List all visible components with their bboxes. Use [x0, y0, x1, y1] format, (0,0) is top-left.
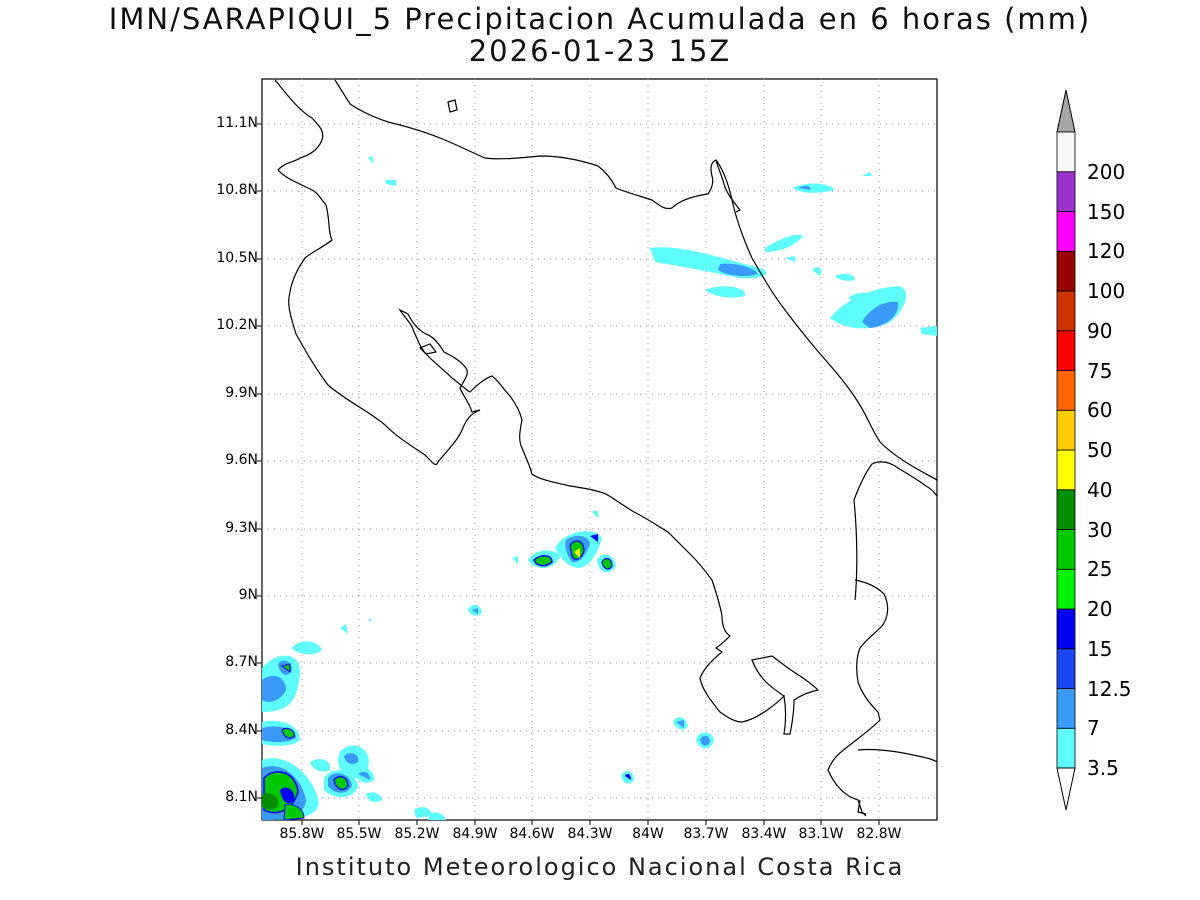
colorbar-level-label: 40 — [1087, 477, 1113, 502]
lon-tick-label: 84.6W — [509, 826, 555, 842]
colorbar-swatch — [1056, 131, 1076, 173]
colorbar-level-label: 30 — [1087, 517, 1113, 542]
lon-tick-label: 84.9W — [452, 826, 498, 842]
map-title: IMN/SARAPIQUI_5 Precipitacion Acumulada … — [108, 2, 1092, 36]
colorbar-under-arrow — [1056, 767, 1076, 811]
colorbar-swatch — [1056, 727, 1076, 769]
lon-tick-label: 84.3W — [567, 826, 613, 842]
lat-tick-label: 10.8N — [216, 182, 258, 198]
colorbar-level-label: 15 — [1087, 636, 1113, 661]
colorbar-level-label: 75 — [1087, 358, 1113, 383]
axis-ticks — [257, 123, 880, 825]
lon-tick-label: 83.1W — [798, 826, 844, 842]
map-subtitle-date: 2026-01-23 15Z — [468, 34, 732, 68]
colorbar-level-label: 20 — [1087, 597, 1113, 621]
colorbar-level-label: 12.5 — [1087, 676, 1132, 701]
colorbar-swatch — [1056, 648, 1076, 689]
lat-tick-label: 10.5N — [216, 250, 258, 266]
lat-tick-label: 9.3N — [225, 520, 258, 536]
colorbar-swatch — [1056, 568, 1076, 610]
colorbar-level-label: 3.5 — [1087, 756, 1119, 780]
lat-tick-label: 9N — [238, 587, 258, 603]
colorbar-swatch — [1056, 330, 1076, 371]
coastlines — [274, 79, 938, 817]
colorbar-swatch — [1056, 290, 1076, 332]
lat-tick-label: 8.7N — [225, 654, 258, 670]
lon-tick-label: 83.4W — [741, 826, 787, 842]
colorbar-level-label: 7 — [1087, 716, 1100, 741]
colorbar-level-label: 150 — [1087, 199, 1126, 224]
colorbar-swatch — [1056, 608, 1076, 650]
colorbar-over-arrow — [1056, 89, 1076, 133]
lat-tick-label: 10.2N — [216, 317, 258, 333]
colorbar-level-label: 60 — [1087, 398, 1113, 423]
colorbar — [1056, 89, 1076, 811]
lon-tick-label: 83.7W — [683, 826, 729, 842]
colorbar-level-label: 100 — [1087, 279, 1126, 303]
colorbar-swatch — [1056, 250, 1076, 292]
lon-tick-label: 85.2W — [394, 826, 440, 842]
lon-tick-label: 85.5W — [336, 826, 382, 842]
lat-tick-label: 9.6N — [225, 452, 258, 468]
colorbar-swatch — [1056, 211, 1076, 252]
colorbar-level-label: 200 — [1087, 159, 1126, 184]
colorbar-level-label: 120 — [1087, 239, 1126, 264]
colorbar-swatch — [1056, 489, 1076, 530]
colorbar-level-label: 50 — [1087, 438, 1113, 462]
lat-tick-label: 11.1N — [216, 115, 258, 131]
colorbar-swatch — [1056, 449, 1076, 491]
colorbar-swatch — [1056, 688, 1076, 729]
lon-tick-label: 84W — [632, 826, 664, 842]
precipitation-field — [262, 156, 937, 821]
map-frame — [261, 78, 938, 821]
colorbar-level-label: 25 — [1087, 557, 1113, 582]
colorbar-swatch — [1056, 171, 1076, 212]
footer-credit: Instituto Meteorologico Nacional Costa R… — [295, 853, 905, 881]
lat-tick-label: 8.1N — [225, 789, 258, 805]
colorbar-swatch — [1056, 409, 1076, 451]
colorbar-swatch — [1056, 370, 1076, 411]
lat-tick-label: 8.4N — [225, 722, 258, 738]
lat-tick-label: 9.9N — [225, 385, 258, 401]
colorbar-level-label: 90 — [1087, 318, 1113, 343]
colorbar-swatch — [1056, 529, 1076, 570]
lon-tick-label: 85.8W — [279, 826, 325, 842]
lon-tick-label: 82.8W — [856, 826, 902, 842]
